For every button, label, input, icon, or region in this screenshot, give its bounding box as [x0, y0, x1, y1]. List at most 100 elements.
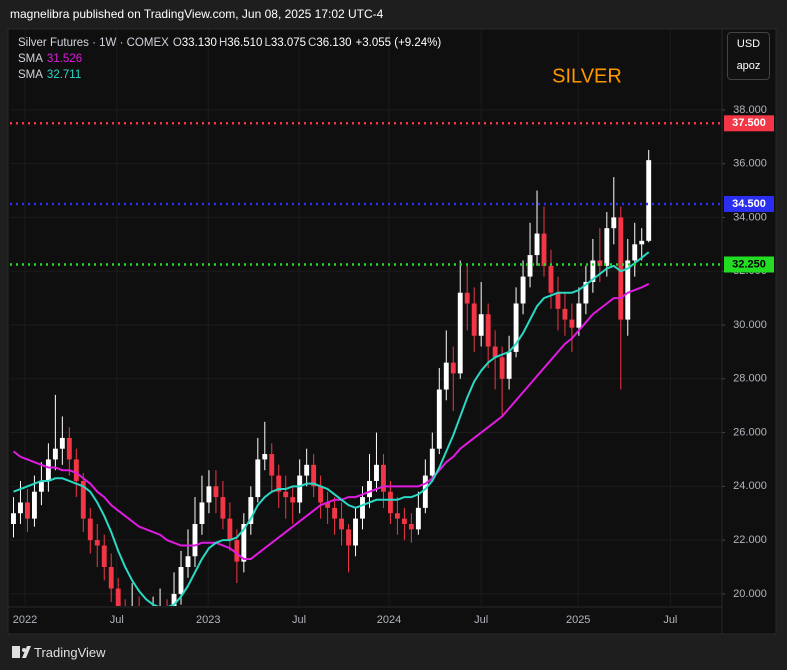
- candle-body: [318, 486, 324, 503]
- candle-body: [478, 314, 484, 336]
- currency[interactable]: USD: [736, 38, 761, 50]
- candle-body: [290, 497, 296, 503]
- candle-body: [276, 475, 282, 492]
- level-label: 37.500: [732, 117, 766, 129]
- candle-body: [576, 303, 582, 328]
- y-tick-label: 26.000: [733, 426, 767, 438]
- level-badge: [724, 195, 774, 212]
- candle-body: [457, 292, 463, 374]
- candle-body: [485, 314, 491, 347]
- y-tick-label: 22.000: [733, 534, 767, 546]
- chart-frame: [7, 28, 777, 635]
- brand: TradingView: [34, 645, 106, 660]
- candle-body: [346, 529, 351, 546]
- candle-body: [639, 240, 645, 245]
- candle-body: [80, 480, 86, 519]
- candle-body: [178, 567, 184, 594]
- candle-body: [213, 486, 219, 498]
- symbol: Silver Futures · 1W · COMEX: [18, 37, 169, 49]
- candle-body: [101, 545, 107, 568]
- candle-body: [374, 464, 379, 481]
- candle-body: [297, 475, 303, 503]
- x-tick-label: 2024: [377, 614, 401, 626]
- candle-body: [38, 480, 44, 492]
- candle-body: [52, 448, 58, 460]
- candle-body: [73, 459, 79, 481]
- candle-body: [367, 480, 372, 498]
- candle-body: [325, 502, 331, 508]
- y-tick-label: 38.000: [733, 104, 767, 116]
- candle-body: [234, 540, 240, 562]
- candle-body: [31, 491, 37, 519]
- candle-body: [387, 491, 393, 514]
- candle-body: [555, 292, 561, 309]
- x-tick-label: 2023: [196, 614, 220, 626]
- candle-body: [604, 228, 610, 266]
- candle-body: [506, 351, 512, 379]
- legend-row: Silver Futures · 1W · COMEX O33.130 H36.51…: [18, 35, 443, 51]
- ohlc-value: 33.075: [270, 37, 307, 49]
- candle-body: [548, 265, 554, 293]
- candle-body: [583, 281, 589, 304]
- chart-title: SILVER: [552, 65, 622, 87]
- candle-body: [436, 389, 442, 449]
- level-badge: [724, 256, 774, 273]
- candle-body: [199, 502, 205, 524]
- candle-body: [394, 513, 400, 519]
- candle-body: [443, 362, 449, 390]
- candle-body: [541, 233, 547, 266]
- candle-body: [332, 507, 338, 519]
- currency-box[interactable]: USD apoz: [727, 32, 770, 80]
- plot-area: [11, 149, 652, 606]
- candle-body: [206, 486, 212, 503]
- candle-body: [241, 523, 247, 562]
- candle-body: [422, 475, 428, 508]
- candle-body: [283, 491, 289, 498]
- candle-body: [513, 303, 519, 352]
- ohlc-key: L: [264, 37, 271, 49]
- scale-button[interactable]: apoz: [736, 60, 761, 72]
- candle-body: [25, 502, 30, 519]
- candle-body: [646, 160, 652, 241]
- candle-body: [220, 497, 226, 519]
- candle-body: [534, 233, 540, 256]
- candle-body: [248, 497, 254, 524]
- candle-body: [632, 244, 638, 261]
- candle-body: [94, 540, 100, 546]
- candle-body: [360, 497, 365, 519]
- candle-body: [471, 303, 477, 336]
- candle-body: [450, 362, 456, 374]
- change: +3.055 (+9.24%): [355, 37, 442, 49]
- sma-line: [12, 283, 650, 560]
- candle-body: [11, 513, 16, 524]
- level-badge: [724, 115, 774, 132]
- candle-body: [353, 518, 358, 546]
- candle-body: [562, 308, 568, 320]
- candle-body: [108, 567, 114, 589]
- candle-body: [18, 502, 23, 514]
- candle-body: [611, 217, 617, 229]
- ohlc-value: 36.510: [227, 37, 263, 49]
- candle-body: [87, 518, 93, 541]
- candle-body: [569, 319, 575, 328]
- candle-body: [227, 518, 233, 541]
- candle-body: [269, 454, 275, 476]
- level-label: 32.250: [732, 258, 766, 270]
- candle-body: [45, 459, 51, 481]
- candle-body: [171, 593, 177, 606]
- candle-body: [339, 518, 345, 530]
- legend-row: SMA 31.526: [18, 51, 443, 67]
- x-tick-label: Jul: [663, 614, 677, 626]
- ohlc-key: O: [172, 37, 182, 49]
- candle-body: [192, 523, 198, 557]
- brand-logo: [12, 646, 31, 658]
- sma-line: [13, 251, 650, 606]
- candle-body: [520, 276, 526, 304]
- candle-body: [415, 507, 421, 530]
- candle-body: [499, 357, 505, 379]
- ohlc-key: C: [308, 37, 317, 49]
- x-tick-label: Jul: [474, 614, 488, 626]
- legend-name: SMA: [18, 69, 43, 81]
